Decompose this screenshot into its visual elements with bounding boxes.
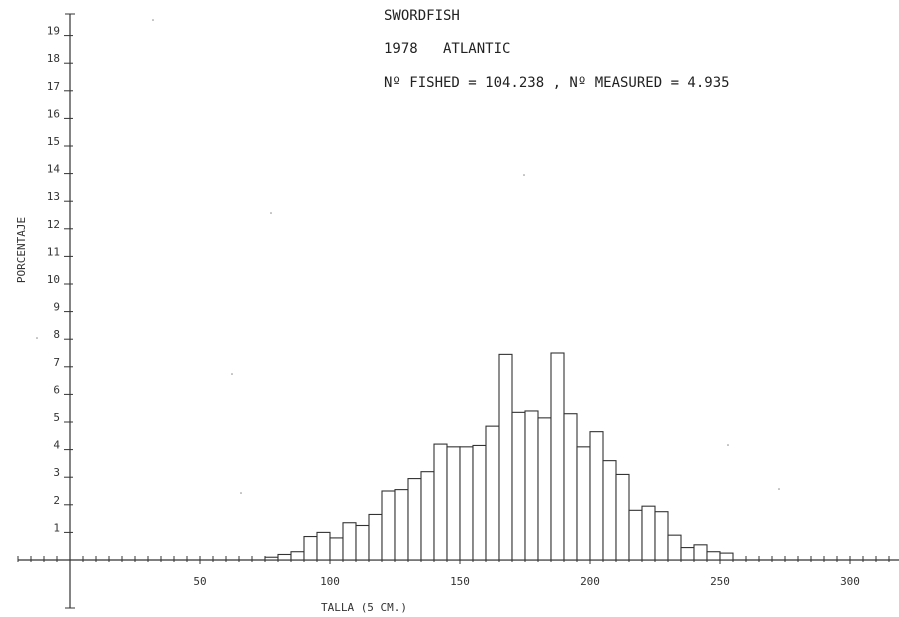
bar-195	[576, 446, 591, 561]
bar-135	[420, 471, 435, 561]
scan-specks	[36, 19, 780, 494]
bar-95	[316, 531, 331, 561]
y-tick-label-18: 18	[47, 52, 60, 65]
y-axis-title: PORCENTAJE	[15, 217, 28, 283]
y-tick-label-13: 13	[47, 190, 60, 203]
bar-230	[667, 534, 682, 561]
bar-120	[381, 490, 396, 561]
y-tick-label-17: 17	[47, 80, 60, 93]
y-tick-label-19: 19	[47, 25, 60, 38]
bar-165	[498, 353, 513, 561]
y-tick-label-16: 16	[47, 107, 60, 120]
x-axis: 50 100 150 200 250 300	[17, 556, 899, 588]
y-tick-label-6: 6	[53, 383, 60, 396]
bar-185	[550, 352, 565, 561]
bar-250	[719, 552, 734, 561]
y-tick-label-9: 9	[53, 301, 60, 314]
bar-series	[264, 352, 734, 561]
y-tick-label-15: 15	[47, 135, 60, 148]
y-tick-label-11: 11	[47, 245, 60, 258]
y-tick-label-7: 7	[53, 356, 60, 369]
x-tick-label-250: 250	[710, 575, 730, 588]
scan-speck	[727, 444, 729, 446]
x-tick-label-200: 200	[580, 575, 600, 588]
bar-210	[615, 473, 630, 561]
bar-130	[407, 478, 422, 561]
chart-title: SWORDFISH	[384, 8, 460, 24]
y-tick-label-10: 10	[47, 273, 60, 286]
bar-235	[680, 547, 695, 561]
scan-speck	[240, 492, 242, 494]
bar-245	[706, 551, 721, 561]
y-tick-label-3: 3	[53, 466, 60, 479]
scan-speck	[152, 19, 154, 21]
scan-speck	[523, 174, 525, 176]
bar-215	[628, 509, 643, 561]
y-tick-label-2: 2	[53, 494, 60, 507]
x-tick-label-50: 50	[193, 575, 206, 588]
bar-220	[641, 505, 656, 561]
x-axis-title: TALLA (5 CM.)	[321, 601, 407, 614]
bar-170	[511, 411, 526, 561]
bar-160	[485, 425, 500, 561]
bar-225	[654, 511, 669, 561]
bar-155	[472, 444, 487, 561]
scan-speck	[231, 373, 233, 375]
scan-speck	[778, 488, 780, 490]
bar-80	[277, 553, 292, 561]
x-tick-label-300: 300	[840, 575, 860, 588]
bar-90	[303, 535, 318, 561]
chart-subtitle-counts: Nº FISHED = 104.238 , Nº MEASURED = 4.93…	[384, 75, 730, 91]
bar-150	[459, 446, 474, 561]
y-tick-label-8: 8	[53, 328, 60, 341]
scan-speck	[270, 212, 272, 214]
bar-240	[693, 544, 708, 561]
y-tick-label-5: 5	[53, 411, 60, 424]
bar-85	[290, 551, 305, 561]
x-tick-label-150: 150	[450, 575, 470, 588]
bar-205	[602, 460, 617, 561]
bar-125	[394, 489, 409, 561]
bar-75	[264, 556, 279, 561]
bar-140	[433, 443, 448, 561]
bar-100	[329, 537, 344, 561]
y-tick-label-4: 4	[53, 439, 60, 452]
bar-115	[368, 513, 383, 561]
bar-110	[355, 524, 370, 561]
bar-145	[446, 446, 461, 561]
y-tick-label-12: 12	[47, 218, 60, 231]
bar-180	[537, 417, 552, 561]
bar-175	[524, 410, 539, 561]
y-tick-label-1: 1	[53, 521, 60, 534]
bar-190	[563, 413, 578, 561]
bar-105	[342, 522, 357, 561]
bar-200	[589, 431, 604, 561]
scan-speck	[36, 337, 38, 339]
chart-subtitle-year-region: 1978 ATLANTIC	[384, 41, 510, 57]
y-tick-label-14: 14	[47, 163, 61, 176]
chart-header: SWORDFISH 1978 ATLANTIC Nº FISHED = 104.…	[384, 8, 730, 91]
x-tick-label-100: 100	[320, 575, 340, 588]
